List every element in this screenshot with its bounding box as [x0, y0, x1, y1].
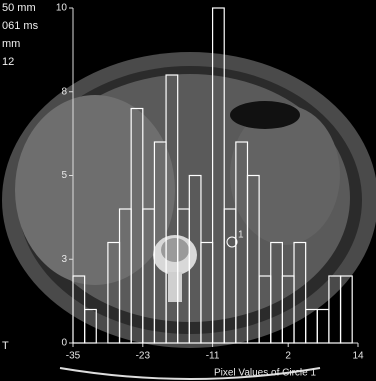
x-axis-label: Pixel Values of Circle 1 — [214, 368, 317, 379]
corner-label: T — [2, 340, 9, 352]
y-tick-label: 0 — [61, 338, 67, 349]
liver — [15, 95, 175, 285]
info-line: 061 ms — [2, 20, 39, 32]
histogram-bar — [84, 308, 97, 344]
info-line: 50 mm — [2, 2, 36, 14]
info-line: 12 — [2, 56, 14, 68]
y-tick-label: 8 — [61, 86, 67, 97]
histogram-bar — [246, 174, 260, 344]
roi-circle — [226, 236, 238, 248]
stomach — [230, 105, 340, 245]
table-arc — [59, 367, 321, 380]
vertebra-core — [161, 238, 189, 262]
histogram-bar — [293, 241, 307, 344]
y-tick-label: 5 — [61, 170, 67, 181]
info-line: mm — [2, 38, 20, 50]
x-tick-label: 14 — [352, 351, 364, 362]
x-tick-label: 2 — [285, 351, 291, 362]
x-tick-label: -35 — [66, 351, 81, 362]
spinous — [168, 272, 182, 302]
histogram-bar — [339, 275, 353, 344]
air — [230, 101, 300, 129]
y-tick-label: 3 — [61, 254, 67, 265]
roi-label: 1 — [238, 230, 244, 241]
histogram-bar — [211, 7, 225, 344]
x-tick-label: -11 — [206, 351, 220, 362]
y-tick-label: 10 — [56, 3, 68, 14]
x-tick-label: -23 — [136, 351, 151, 362]
